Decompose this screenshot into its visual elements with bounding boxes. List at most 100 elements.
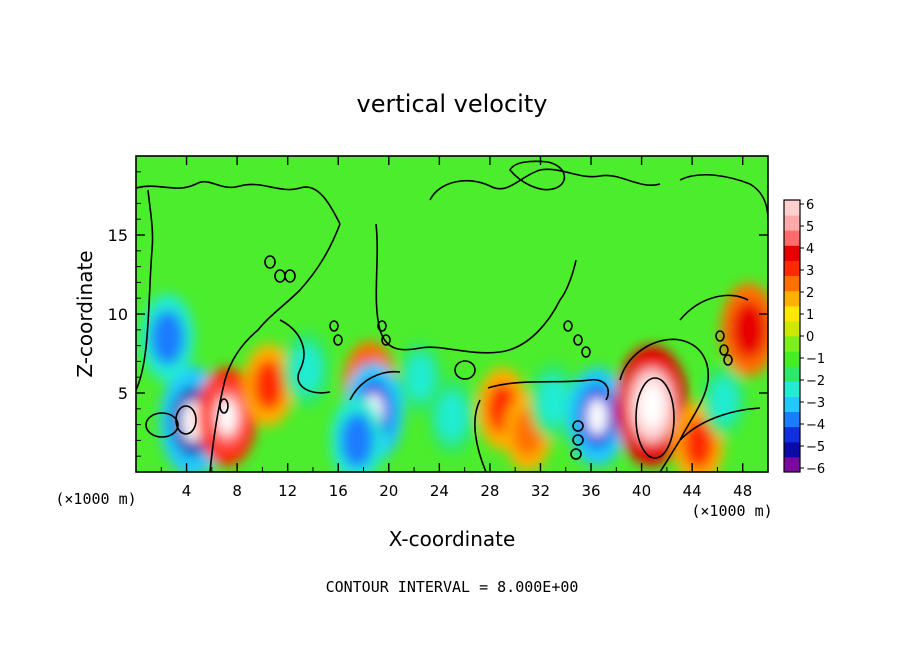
- x-tick-label: 40: [632, 482, 651, 500]
- contour-line: [329, 320, 339, 332]
- field-blob: [292, 345, 322, 394]
- plot-area: [136, 156, 768, 472]
- chart-title: vertical velocity: [357, 90, 548, 118]
- x-tick-label: 12: [278, 482, 297, 500]
- contour-line: [375, 223, 577, 354]
- contour-line: [349, 370, 401, 401]
- contour-line: [377, 320, 387, 332]
- contour-line: [573, 334, 583, 346]
- colorbar-tick-label: 0: [806, 330, 814, 345]
- velocity-field: [140, 283, 768, 472]
- contour-line: [175, 405, 197, 435]
- colorbar-tick-label: 2: [806, 286, 814, 301]
- x-axis-label: X-coordinate: [389, 527, 516, 551]
- colorbar-tick-label: −5: [806, 440, 825, 455]
- colorbar-swatch: [784, 426, 800, 443]
- y-tick-label: 15: [108, 226, 128, 245]
- field-blob: [731, 300, 767, 359]
- contour-line: [679, 174, 768, 221]
- contour-line: [219, 398, 229, 414]
- contour-line: [264, 255, 276, 269]
- x-tick-label: 4: [182, 482, 192, 500]
- colorbar-tick-label: 3: [806, 264, 814, 279]
- field-blob: [437, 392, 467, 441]
- contour-lines: [136, 160, 768, 472]
- y-tick-label: 5: [118, 384, 128, 403]
- colorbar-tick-label: 6: [806, 198, 814, 213]
- colorbar-swatch: [784, 320, 800, 337]
- colorbar-tick-label: −2: [806, 374, 825, 389]
- colorbar-tick-label: 4: [806, 242, 814, 257]
- colorbar-tick-label: 1: [806, 308, 814, 323]
- colorbar-swatch: [784, 200, 800, 216]
- colorbar-swatch: [784, 441, 800, 458]
- field-blob: [150, 310, 185, 365]
- colorbar-swatch: [784, 230, 800, 246]
- colorbar-swatch: [784, 290, 800, 307]
- colorbar-swatch: [784, 260, 800, 277]
- contour-line: [679, 407, 761, 441]
- colorbar-tick-label: 5: [806, 220, 814, 235]
- colorbar-tick-label: −3: [806, 396, 825, 411]
- colorbar-swatch: [784, 245, 800, 261]
- contour-line: [719, 344, 729, 356]
- contour-line: [715, 330, 725, 342]
- colorbar-swatch: [784, 396, 800, 413]
- contour-line: [333, 334, 343, 346]
- contour-line: [279, 319, 331, 394]
- contour-line: [454, 360, 476, 380]
- contour-line: [209, 223, 341, 472]
- colorbar-swatch: [784, 411, 800, 428]
- contour-line: [145, 412, 179, 438]
- contour-line: [429, 168, 661, 201]
- contour-line: [487, 379, 610, 401]
- contour-line: [136, 180, 341, 225]
- field-blob: [710, 378, 738, 424]
- contour-line: [570, 448, 582, 460]
- contour-line: [381, 334, 391, 346]
- x-tick-label: 16: [329, 482, 348, 500]
- contour-line: [474, 399, 487, 472]
- contour-line: [581, 346, 591, 358]
- contour-line: [619, 338, 709, 472]
- colorbar-swatch: [784, 381, 800, 397]
- contour-line: [572, 420, 584, 432]
- contour-line: [572, 434, 584, 446]
- field-blob: [538, 377, 568, 425]
- colorbar-swatch: [784, 366, 800, 382]
- x-axis: 4 8 12 16 20 24 28 32 36 40 44 48: [160, 156, 752, 500]
- y-tick-label: 10: [108, 305, 128, 324]
- x-tick-label: 44: [683, 482, 702, 500]
- field-core: [587, 397, 608, 436]
- colorbar-swatch: [784, 456, 800, 473]
- field-blob: [340, 413, 374, 468]
- field-blob: [406, 355, 435, 400]
- x-tick-label: 32: [531, 482, 550, 500]
- x-tick-label: 48: [733, 482, 752, 500]
- field-core: [639, 382, 665, 429]
- field-blob: [253, 359, 285, 411]
- x-tick-label: 28: [480, 482, 499, 500]
- contour-line: [635, 377, 675, 459]
- colorbar-tick-label: −4: [806, 418, 825, 433]
- contour-line: [509, 160, 566, 191]
- x-tick-label: 36: [581, 482, 600, 500]
- x-axis-left-unit: (×1000 m): [55, 490, 136, 508]
- contour-line: [136, 189, 154, 391]
- contour-line: [284, 269, 296, 283]
- colorbar-tick-label: −6: [806, 462, 825, 477]
- contour-interval-note: CONTOUR INTERVAL = 8.000E+00: [326, 578, 579, 596]
- colorbar-tick-label: −1: [806, 352, 825, 367]
- colorbar-swatch: [784, 336, 800, 352]
- colorbar-swatch: [784, 351, 800, 367]
- field-core: [216, 397, 238, 436]
- colorbar-swatch: [784, 305, 800, 322]
- colorbar-swatch: [784, 215, 800, 231]
- contour-line: [723, 354, 733, 366]
- x-tick-label: 20: [379, 482, 398, 500]
- y-axis: 5 10 15: [108, 171, 768, 457]
- colorbar-swatch: [784, 275, 800, 292]
- contour-line: [679, 294, 749, 321]
- y-axis-label: Z-coordinate: [73, 250, 97, 377]
